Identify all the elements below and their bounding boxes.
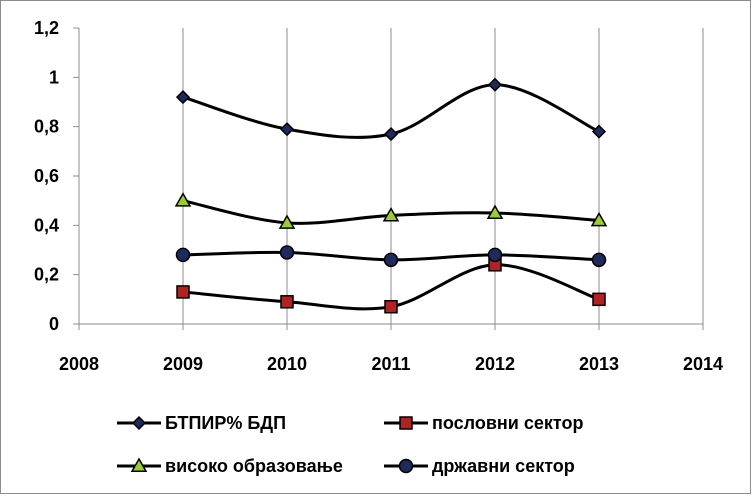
y-tick-label: 0,4 — [34, 215, 59, 235]
y-tick-label: 1 — [49, 67, 59, 87]
data-point-3-2011 — [383, 252, 399, 268]
series-markers — [174, 77, 608, 314]
legend-marker — [398, 458, 414, 474]
data-point-3-2010 — [279, 245, 295, 260]
y-tick-label: 0,6 — [34, 166, 59, 186]
legend-entry-0: БТПИР% БДП — [117, 413, 286, 433]
data-point-0-2012 — [487, 77, 503, 92]
data-point-2-2010 — [278, 214, 296, 229]
gridlines — [182, 28, 704, 324]
data-point-0-2009 — [175, 90, 191, 105]
data-point-3-2012 — [487, 247, 503, 263]
legend: БТПИР% БДП пословни сектор високо образова… — [117, 413, 583, 476]
data-point-2-2012 — [486, 204, 504, 219]
legend-marker — [399, 416, 413, 430]
x-tick-label: 2011 — [371, 354, 410, 374]
legend-entry-2: високо образовање — [117, 456, 343, 476]
data-point-1-2009 — [176, 285, 190, 299]
data-point-0-2013 — [591, 124, 607, 139]
y-tick-label: 0,2 — [34, 265, 59, 285]
y-axis-ticks: 0 0,2 0,4 0,6 0,8 1 1,2 — [34, 18, 79, 334]
data-point-0-2011 — [383, 127, 399, 142]
x-tick-label: 2012 — [475, 354, 515, 374]
legend-label: државни сектор — [432, 456, 575, 476]
x-tick-label: 2009 — [163, 354, 203, 374]
data-point-2-2009 — [174, 192, 192, 207]
data-point-2-2013 — [590, 211, 608, 227]
x-tick-label: 2014 — [683, 354, 723, 374]
data-point-1-2013 — [592, 292, 606, 307]
x-tick-label: 2013 — [579, 354, 619, 374]
data-point-3-2013 — [591, 252, 607, 268]
data-point-3-2009 — [175, 247, 191, 263]
legend-label: БТПИР% БДП — [165, 413, 286, 433]
legend-entry-3: државни сектор — [384, 456, 575, 476]
y-tick-label: 0,8 — [34, 117, 59, 137]
y-tick-label: 0 — [49, 314, 59, 334]
y-tick-label: 1,2 — [34, 18, 59, 38]
legend-label: високо образовање — [165, 456, 343, 476]
data-point-1-2010 — [280, 295, 294, 309]
legend-entry-1: пословни сектор — [384, 413, 583, 433]
legend-marker — [130, 457, 148, 472]
x-tick-label: 2008 — [59, 354, 99, 374]
legend-label: пословни сектор — [432, 413, 583, 433]
x-tick-label: 2010 — [267, 354, 307, 374]
x-axis-ticks: 2008 2009 2010 2011 2012 2013 2014 — [59, 324, 723, 374]
data-point-1-2011 — [384, 299, 398, 314]
legend-marker — [131, 415, 147, 431]
data-point-2-2011 — [382, 206, 400, 222]
data-point-0-2010 — [279, 122, 295, 137]
